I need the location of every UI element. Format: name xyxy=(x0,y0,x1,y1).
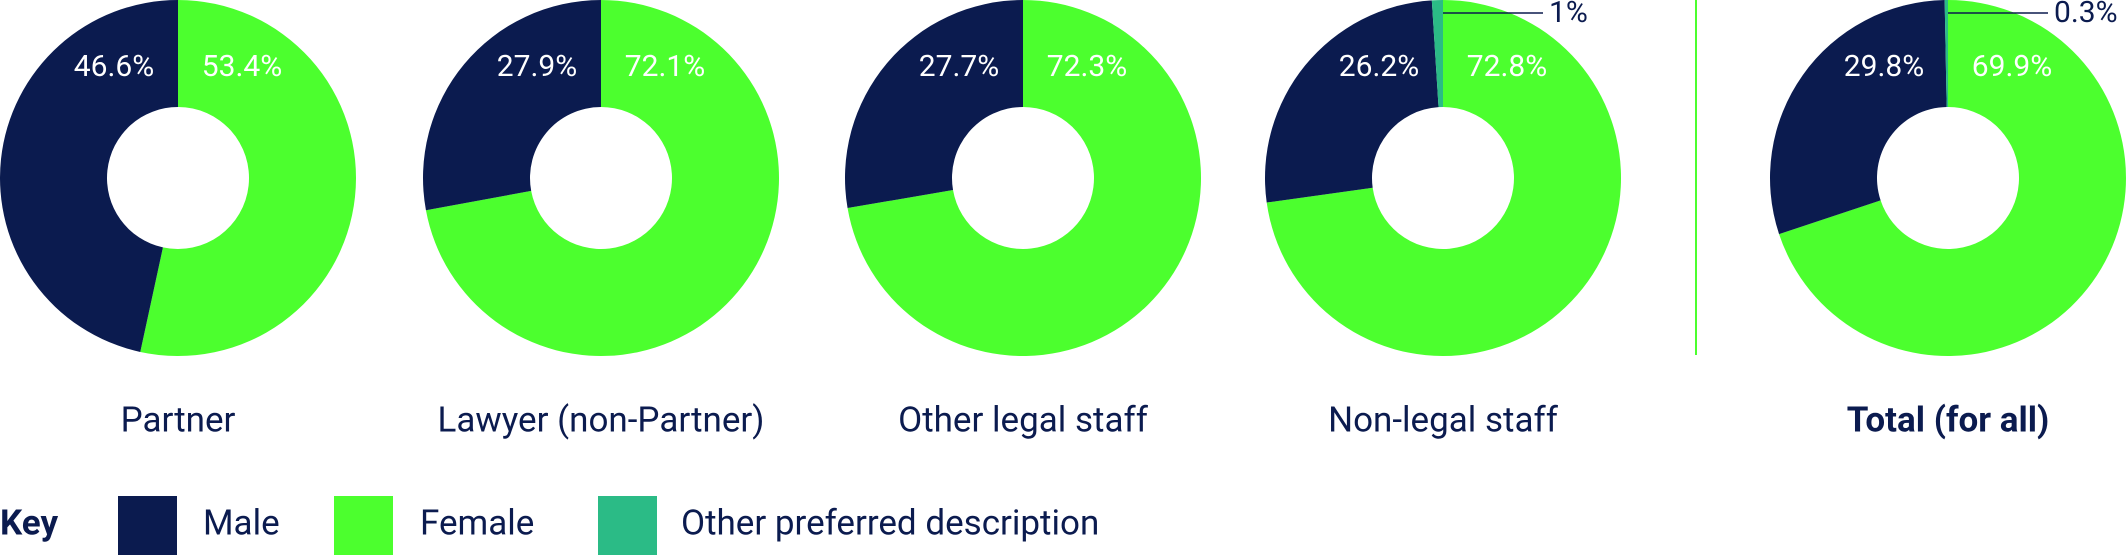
donut-slice xyxy=(140,0,356,356)
value-label: 72.3% xyxy=(1047,49,1127,84)
legend-title: Key xyxy=(0,502,58,543)
legend-label: Female xyxy=(420,502,534,543)
chart-title: Other legal staff xyxy=(898,399,1149,440)
legend-swatch xyxy=(598,496,657,555)
donut-slice xyxy=(1431,0,1443,108)
value-label: 29.8% xyxy=(1844,49,1924,84)
donut-slice xyxy=(425,0,779,356)
legend-label: Male xyxy=(203,502,280,543)
donut-slice xyxy=(845,0,1023,209)
donut-slice xyxy=(422,0,601,211)
donut-slice xyxy=(1265,0,1439,203)
legend-label: Other preferred description xyxy=(681,502,1099,543)
donut-slice xyxy=(0,0,178,352)
legend-swatch xyxy=(334,496,393,555)
value-label: 27.7% xyxy=(919,49,999,84)
legend-swatch xyxy=(118,496,177,555)
value-label: 27.9% xyxy=(497,49,577,84)
chart-title: Total (for all) xyxy=(1847,399,2050,440)
donut-slice xyxy=(1779,0,2126,356)
value-label: 46.6% xyxy=(74,49,154,84)
chart-title: Lawyer (non-Partner) xyxy=(438,399,765,440)
value-label: 53.4% xyxy=(202,49,282,84)
value-label: 0.3% xyxy=(2054,0,2118,30)
donut-slice xyxy=(1266,0,1621,356)
value-label: 1% xyxy=(1549,0,1588,30)
donut-slice xyxy=(1770,0,1947,235)
value-label: 26.2% xyxy=(1339,49,1419,84)
value-label: 69.9% xyxy=(1972,49,2052,84)
value-label: 72.8% xyxy=(1467,49,1547,84)
chart-title: Partner xyxy=(121,399,236,440)
donut-slice xyxy=(1944,0,1948,108)
chart-title: Non-legal staff xyxy=(1328,399,1559,440)
value-label: 72.1% xyxy=(625,49,705,84)
donut-slice xyxy=(847,0,1201,356)
